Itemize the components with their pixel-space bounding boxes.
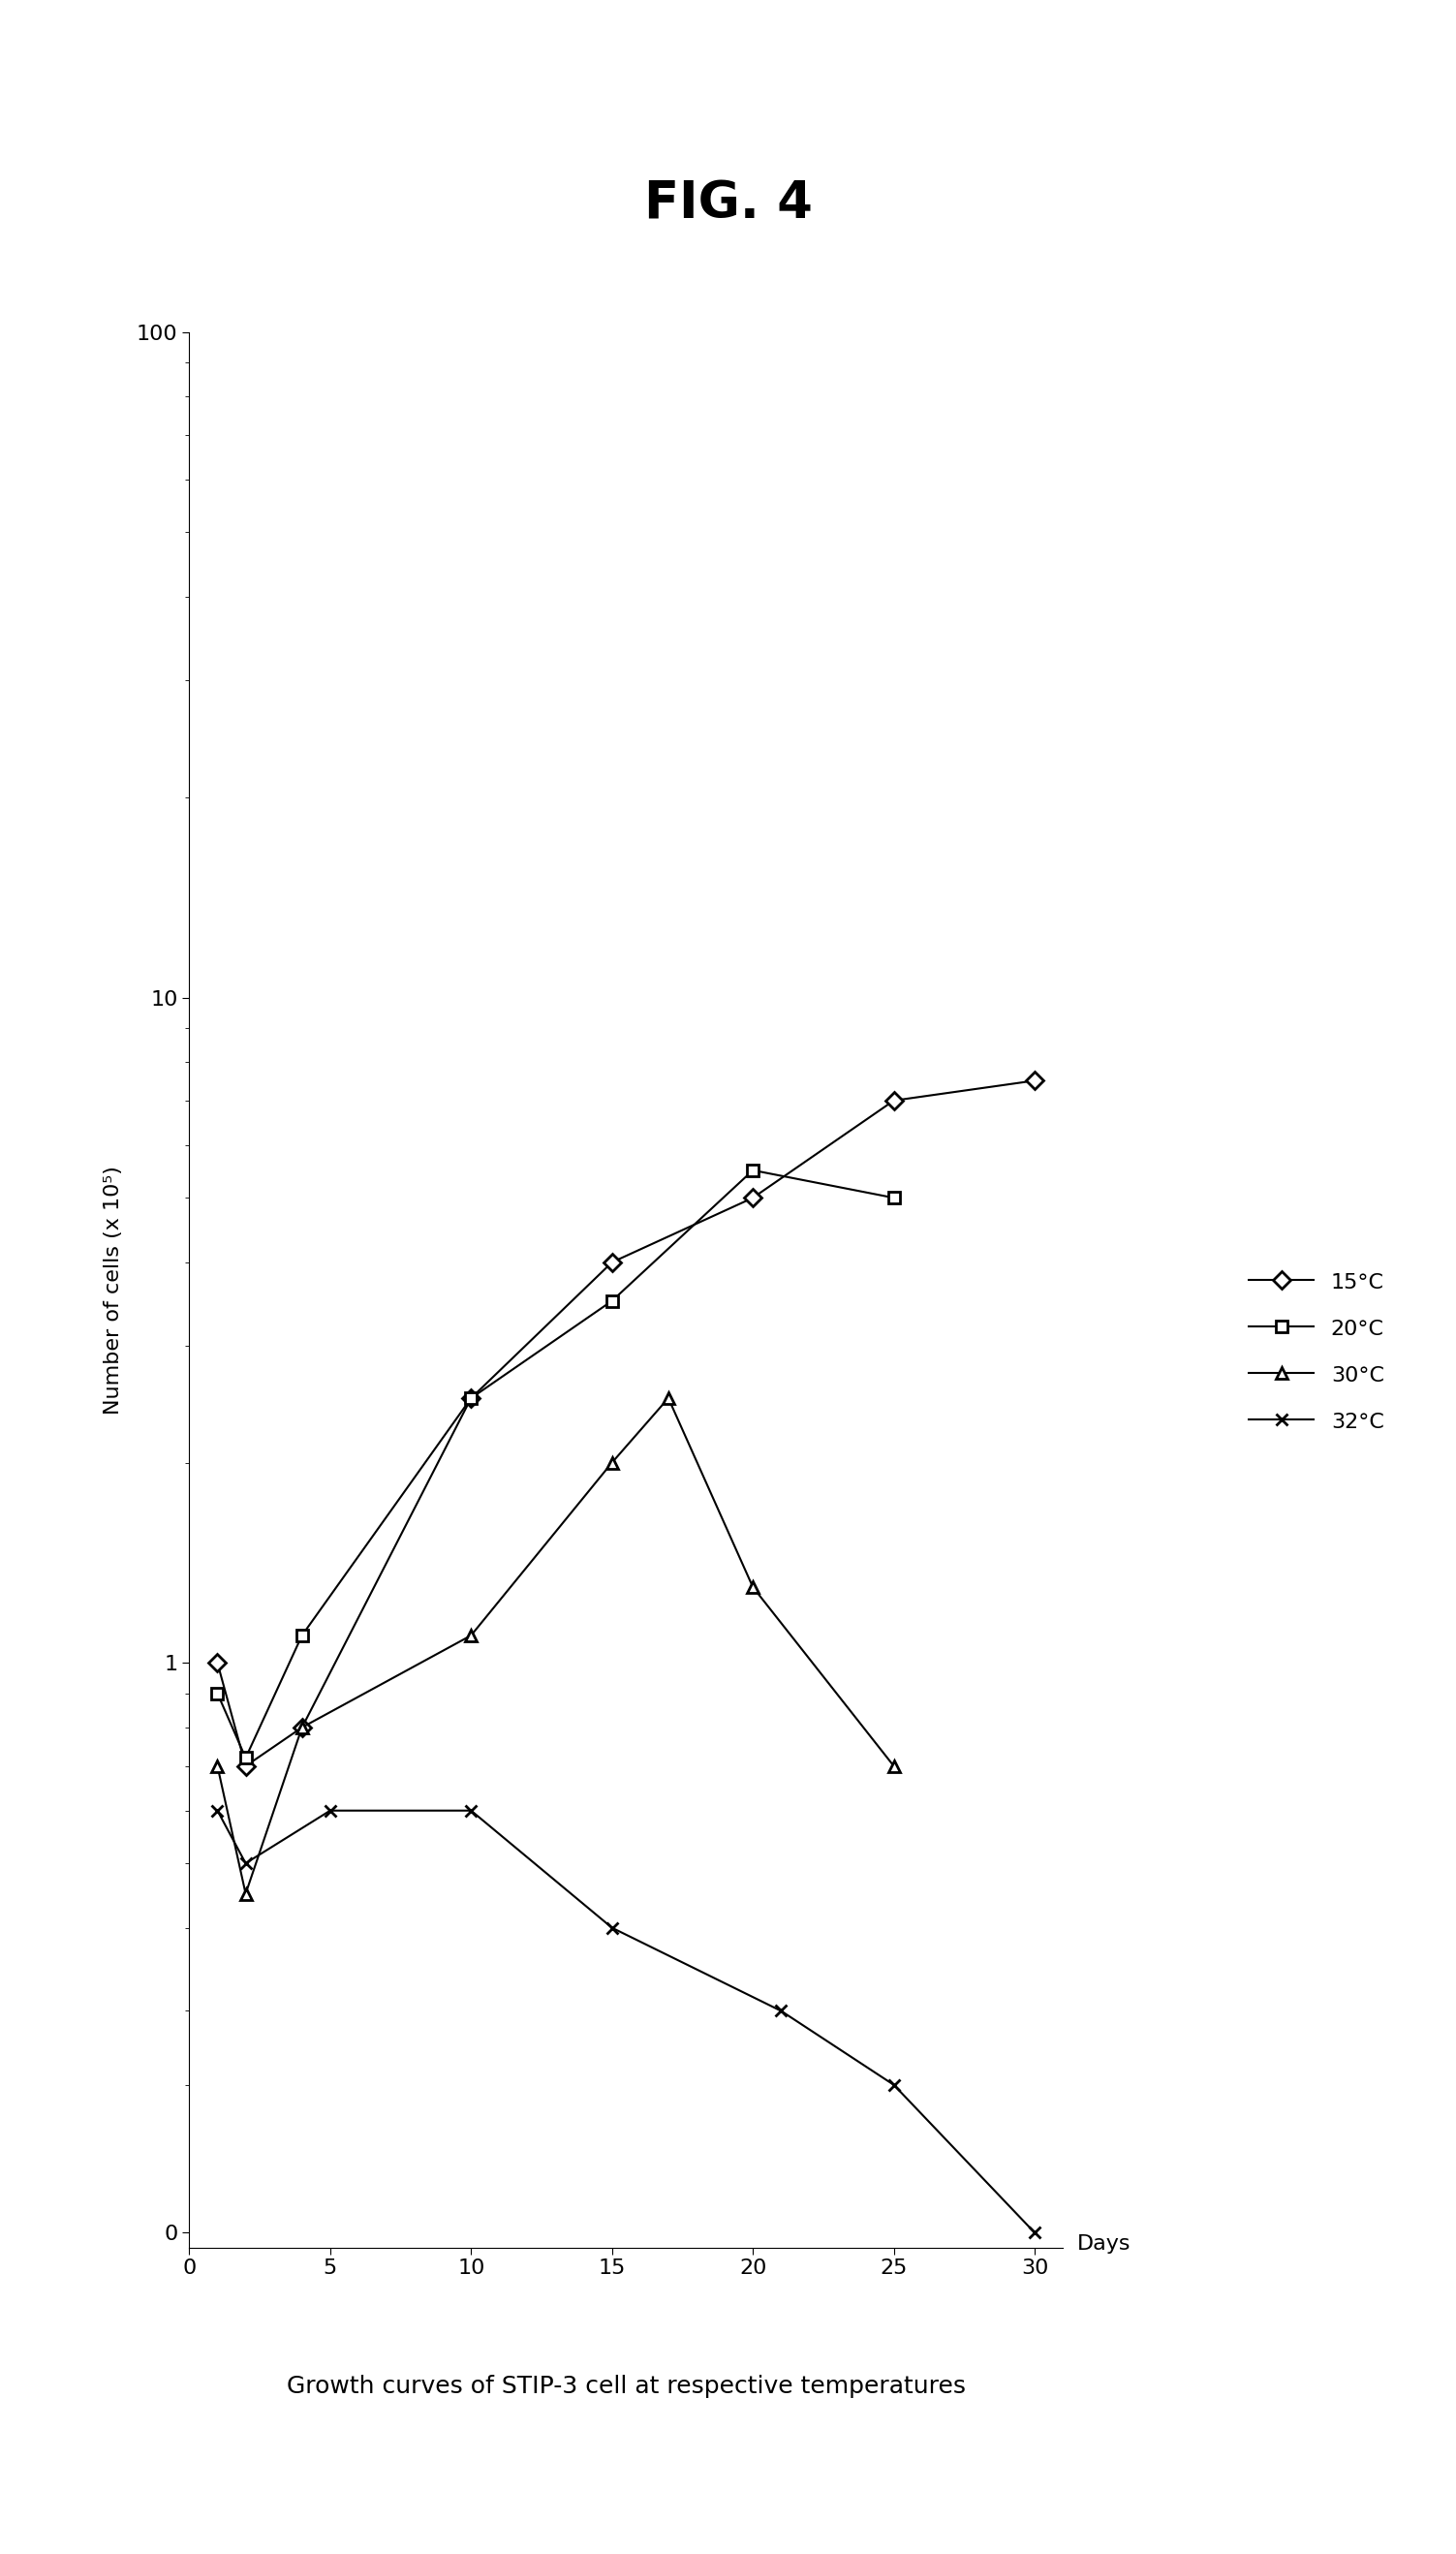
20°C bbox=[237, 1742, 255, 1772]
15°C bbox=[603, 1246, 620, 1277]
20°C bbox=[293, 1619, 310, 1650]
Text: Growth curves of STIP-3 cell at respective temperatures: Growth curves of STIP-3 cell at respecti… bbox=[287, 2375, 965, 2398]
32°C bbox=[208, 1795, 226, 1826]
Line: 30°C: 30°C bbox=[211, 1392, 900, 1900]
20°C bbox=[603, 1285, 620, 1315]
15°C bbox=[1026, 1065, 1044, 1096]
30°C bbox=[293, 1711, 310, 1742]
30°C bbox=[603, 1448, 620, 1479]
Line: 15°C: 15°C bbox=[211, 1075, 1041, 1772]
Legend: 15°C, 20°C, 30°C, 32°C: 15°C, 20°C, 30°C, 32°C bbox=[1249, 1272, 1385, 1433]
15°C bbox=[744, 1183, 761, 1213]
32°C bbox=[1026, 2217, 1044, 2248]
32°C bbox=[463, 1795, 480, 1826]
32°C bbox=[772, 1995, 789, 2025]
15°C bbox=[237, 1749, 255, 1780]
Text: FIG. 4: FIG. 4 bbox=[644, 179, 812, 230]
Y-axis label: Number of cells (x 10⁵): Number of cells (x 10⁵) bbox=[103, 1165, 124, 1415]
20°C bbox=[744, 1154, 761, 1185]
Line: 20°C: 20°C bbox=[211, 1165, 900, 1765]
30°C bbox=[660, 1382, 677, 1412]
30°C bbox=[463, 1619, 480, 1650]
20°C bbox=[208, 1678, 226, 1709]
Text: Days: Days bbox=[1077, 2235, 1131, 2253]
30°C bbox=[885, 1749, 903, 1780]
20°C bbox=[463, 1382, 480, 1412]
30°C bbox=[208, 1749, 226, 1780]
32°C bbox=[603, 1913, 620, 1944]
15°C bbox=[208, 1647, 226, 1678]
20°C bbox=[885, 1183, 903, 1213]
32°C bbox=[885, 2069, 903, 2099]
32°C bbox=[322, 1795, 339, 1826]
30°C bbox=[744, 1571, 761, 1601]
Line: 32°C: 32°C bbox=[211, 1806, 1041, 2240]
15°C bbox=[293, 1711, 310, 1742]
15°C bbox=[885, 1085, 903, 1116]
30°C bbox=[237, 1877, 255, 1908]
15°C bbox=[463, 1382, 480, 1412]
32°C bbox=[237, 1849, 255, 1880]
